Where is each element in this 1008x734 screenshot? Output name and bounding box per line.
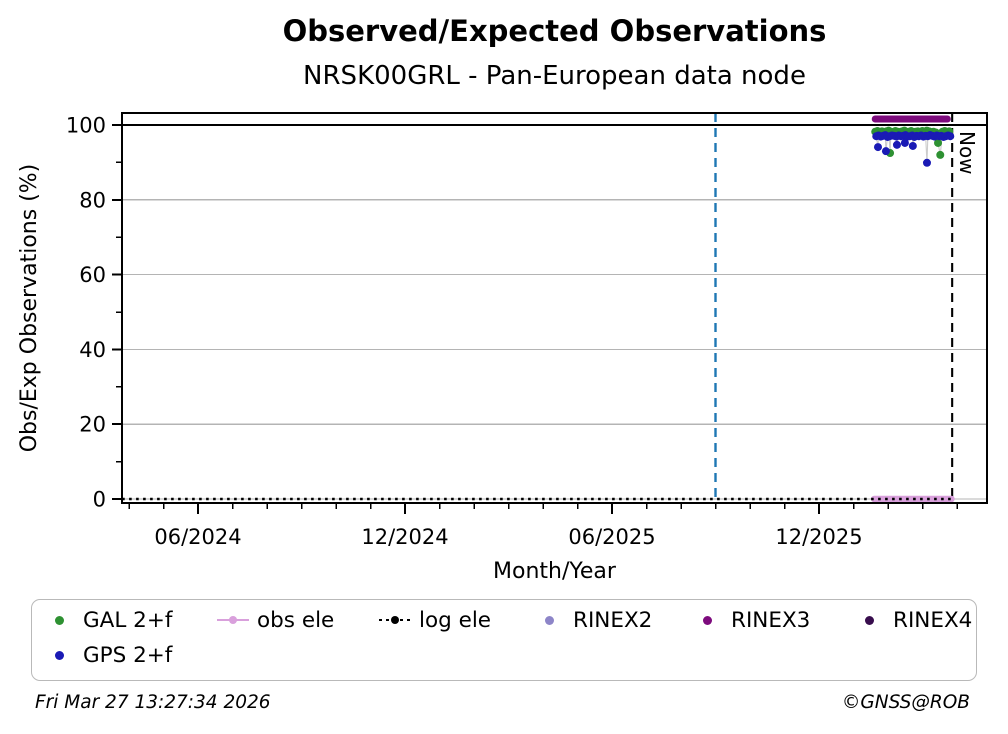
- x-tick-label: 06/2024: [154, 525, 241, 549]
- legend-marker-dot: [864, 615, 874, 625]
- legend-marker-dotted-line: [379, 615, 411, 625]
- x-tick-label: 12/2025: [775, 525, 862, 549]
- legend-label: GAL 2+f: [83, 607, 173, 633]
- legend-item-rinex2: RINEX2: [533, 607, 653, 633]
- legend-label: obs ele: [257, 607, 335, 633]
- legend-item-log-ele: log ele: [379, 607, 492, 633]
- timestamp-label: Fri Mar 27 13:27:34 2026: [35, 692, 271, 713]
- page-title: Observed/Expected Observations: [282, 14, 827, 48]
- legend-marker-dot: [702, 615, 712, 625]
- legend-marker-dot: [544, 615, 554, 625]
- legend-item-rinex3: RINEX3: [691, 607, 811, 633]
- observations-chart: Now 0 20 40 60 80 100 06/2024 12/2024 06/2025 12/2…: [17, 111, 988, 584]
- now-label: Now: [955, 131, 979, 175]
- y-tick-label: 20: [79, 413, 106, 437]
- legend-marker-dot: [54, 650, 64, 660]
- y-tick-label: 40: [79, 338, 106, 362]
- copyright-label: ©GNSS@ROB: [841, 692, 970, 713]
- series-gps-2-f: [872, 131, 955, 167]
- legend-label: RINEX4: [893, 607, 973, 633]
- y-axis-label: Obs/Exp Observations (%): [17, 164, 42, 453]
- legend-marker-dot: [54, 615, 64, 625]
- x-tick-label: 12/2024: [361, 525, 448, 549]
- legend-item-obs-ele: obs ele: [217, 607, 335, 633]
- legend-item-gal-2-f: GAL 2+f: [43, 607, 173, 633]
- legend-marker-line: [217, 615, 249, 625]
- y-tick-label: 80: [79, 188, 106, 212]
- page-subtitle: NRSK00GRL - Pan-European data node: [303, 61, 806, 91]
- legend-item-gps-2-f: GPS 2+f: [43, 642, 173, 668]
- legend-label: RINEX2: [573, 607, 653, 633]
- x-axis-label: Month/Year: [493, 559, 617, 584]
- y-tick-label: 100: [66, 114, 106, 138]
- chart-legend: GAL 2+f obs ele log ele RINEX2 RINEX3 RINEX4 G…: [31, 599, 977, 681]
- legend-label: RINEX3: [731, 607, 811, 633]
- legend-item-rinex4: RINEX4: [853, 607, 973, 633]
- legend-label: GPS 2+f: [83, 642, 173, 668]
- y-tick-label: 0: [93, 488, 106, 512]
- legend-label: log ele: [419, 607, 492, 633]
- y-tick-label: 60: [79, 263, 106, 287]
- x-tick-label: 06/2025: [568, 525, 655, 549]
